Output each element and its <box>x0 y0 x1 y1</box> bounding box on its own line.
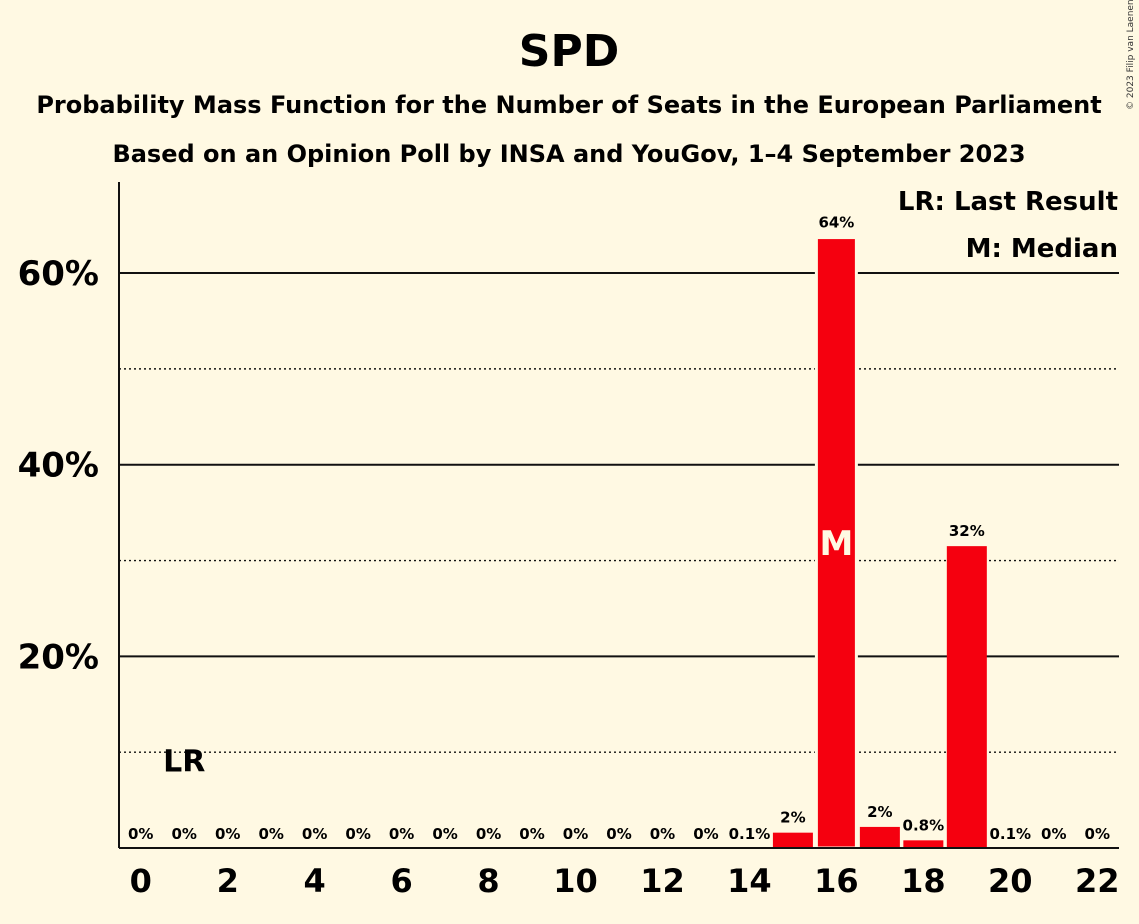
annotations: 0% 0% 0% 0% 0% 0% 0% 0% 0% 0% 0% 0% 0% 0% 0.1% 2% 64% 2% 0… <box>128 214 1110 843</box>
bar-value-label: 0% <box>1085 825 1110 843</box>
bar-value-label: 0% <box>519 825 544 843</box>
bar-value-label: 2% <box>867 803 892 821</box>
y-tick-label: 60% <box>18 254 99 294</box>
legend-median: M: Median <box>966 234 1118 264</box>
legend-last-result: LR: Last Result <box>898 187 1118 217</box>
x-tick-label: 0 <box>130 862 152 900</box>
bar-value-label: 64% <box>818 214 854 232</box>
bar-value-label: 0.1% <box>989 825 1031 843</box>
bar-value-label: 0% <box>693 825 718 843</box>
bar <box>903 840 944 848</box>
y-tick-label: 40% <box>18 446 99 486</box>
bar-value-label: 0% <box>345 825 370 843</box>
x-tick-label: 14 <box>727 862 772 900</box>
bar-value-label: 0.8% <box>903 816 945 834</box>
grid-lines <box>119 272 1119 753</box>
bar-value-label: 0.1% <box>729 825 771 843</box>
bar-value-label: 0% <box>476 825 501 843</box>
chart-title: SPD <box>519 26 619 77</box>
chart-subtitle-2: Based on an Opinion Poll by INSA and You… <box>112 140 1025 168</box>
bar-value-label: 0% <box>432 825 457 843</box>
bar-value-label: 0% <box>389 825 414 843</box>
x-tick-label: 12 <box>640 862 685 900</box>
bar-value-label: 0% <box>215 825 240 843</box>
bar-value-label: 0% <box>1041 825 1066 843</box>
chart-subtitle-1: Probability Mass Function for the Number… <box>36 91 1101 119</box>
median-marker: M <box>819 524 853 564</box>
bar-value-label: 0% <box>258 825 283 843</box>
bar-value-label: 0% <box>650 825 675 843</box>
x-tick-label: 20 <box>988 862 1033 900</box>
x-tick-label: 4 <box>304 862 326 900</box>
x-tick-label: 22 <box>1075 862 1120 900</box>
bar-value-label: 0% <box>171 825 196 843</box>
bar-value-label: 0% <box>302 825 327 843</box>
x-tick-label: 10 <box>553 862 598 900</box>
x-tick-label: 16 <box>814 862 859 900</box>
bar-value-label: 32% <box>949 522 985 540</box>
x-tick-label: 6 <box>390 862 412 900</box>
axes: 20% 40% 60% 0 2 4 6 8 10 12 14 16 18 20 22 <box>18 182 1120 900</box>
x-tick-label: 2 <box>217 862 239 900</box>
x-tick-label: 18 <box>901 862 946 900</box>
bar-value-label: 0% <box>128 825 153 843</box>
x-tick-label: 8 <box>477 862 499 900</box>
bar <box>859 826 900 848</box>
last-result-marker: LR <box>163 744 205 779</box>
copyright-notice: © 2023 Filip van Laenen <box>1126 0 1136 110</box>
bar-value-label: 2% <box>780 809 805 827</box>
bar-value-label: 0% <box>606 825 631 843</box>
bar <box>946 546 987 848</box>
bar <box>814 236 858 850</box>
bar-value-label: 0% <box>563 825 588 843</box>
y-tick-label: 20% <box>18 637 99 677</box>
bars <box>729 236 1031 850</box>
bar <box>772 832 813 848</box>
